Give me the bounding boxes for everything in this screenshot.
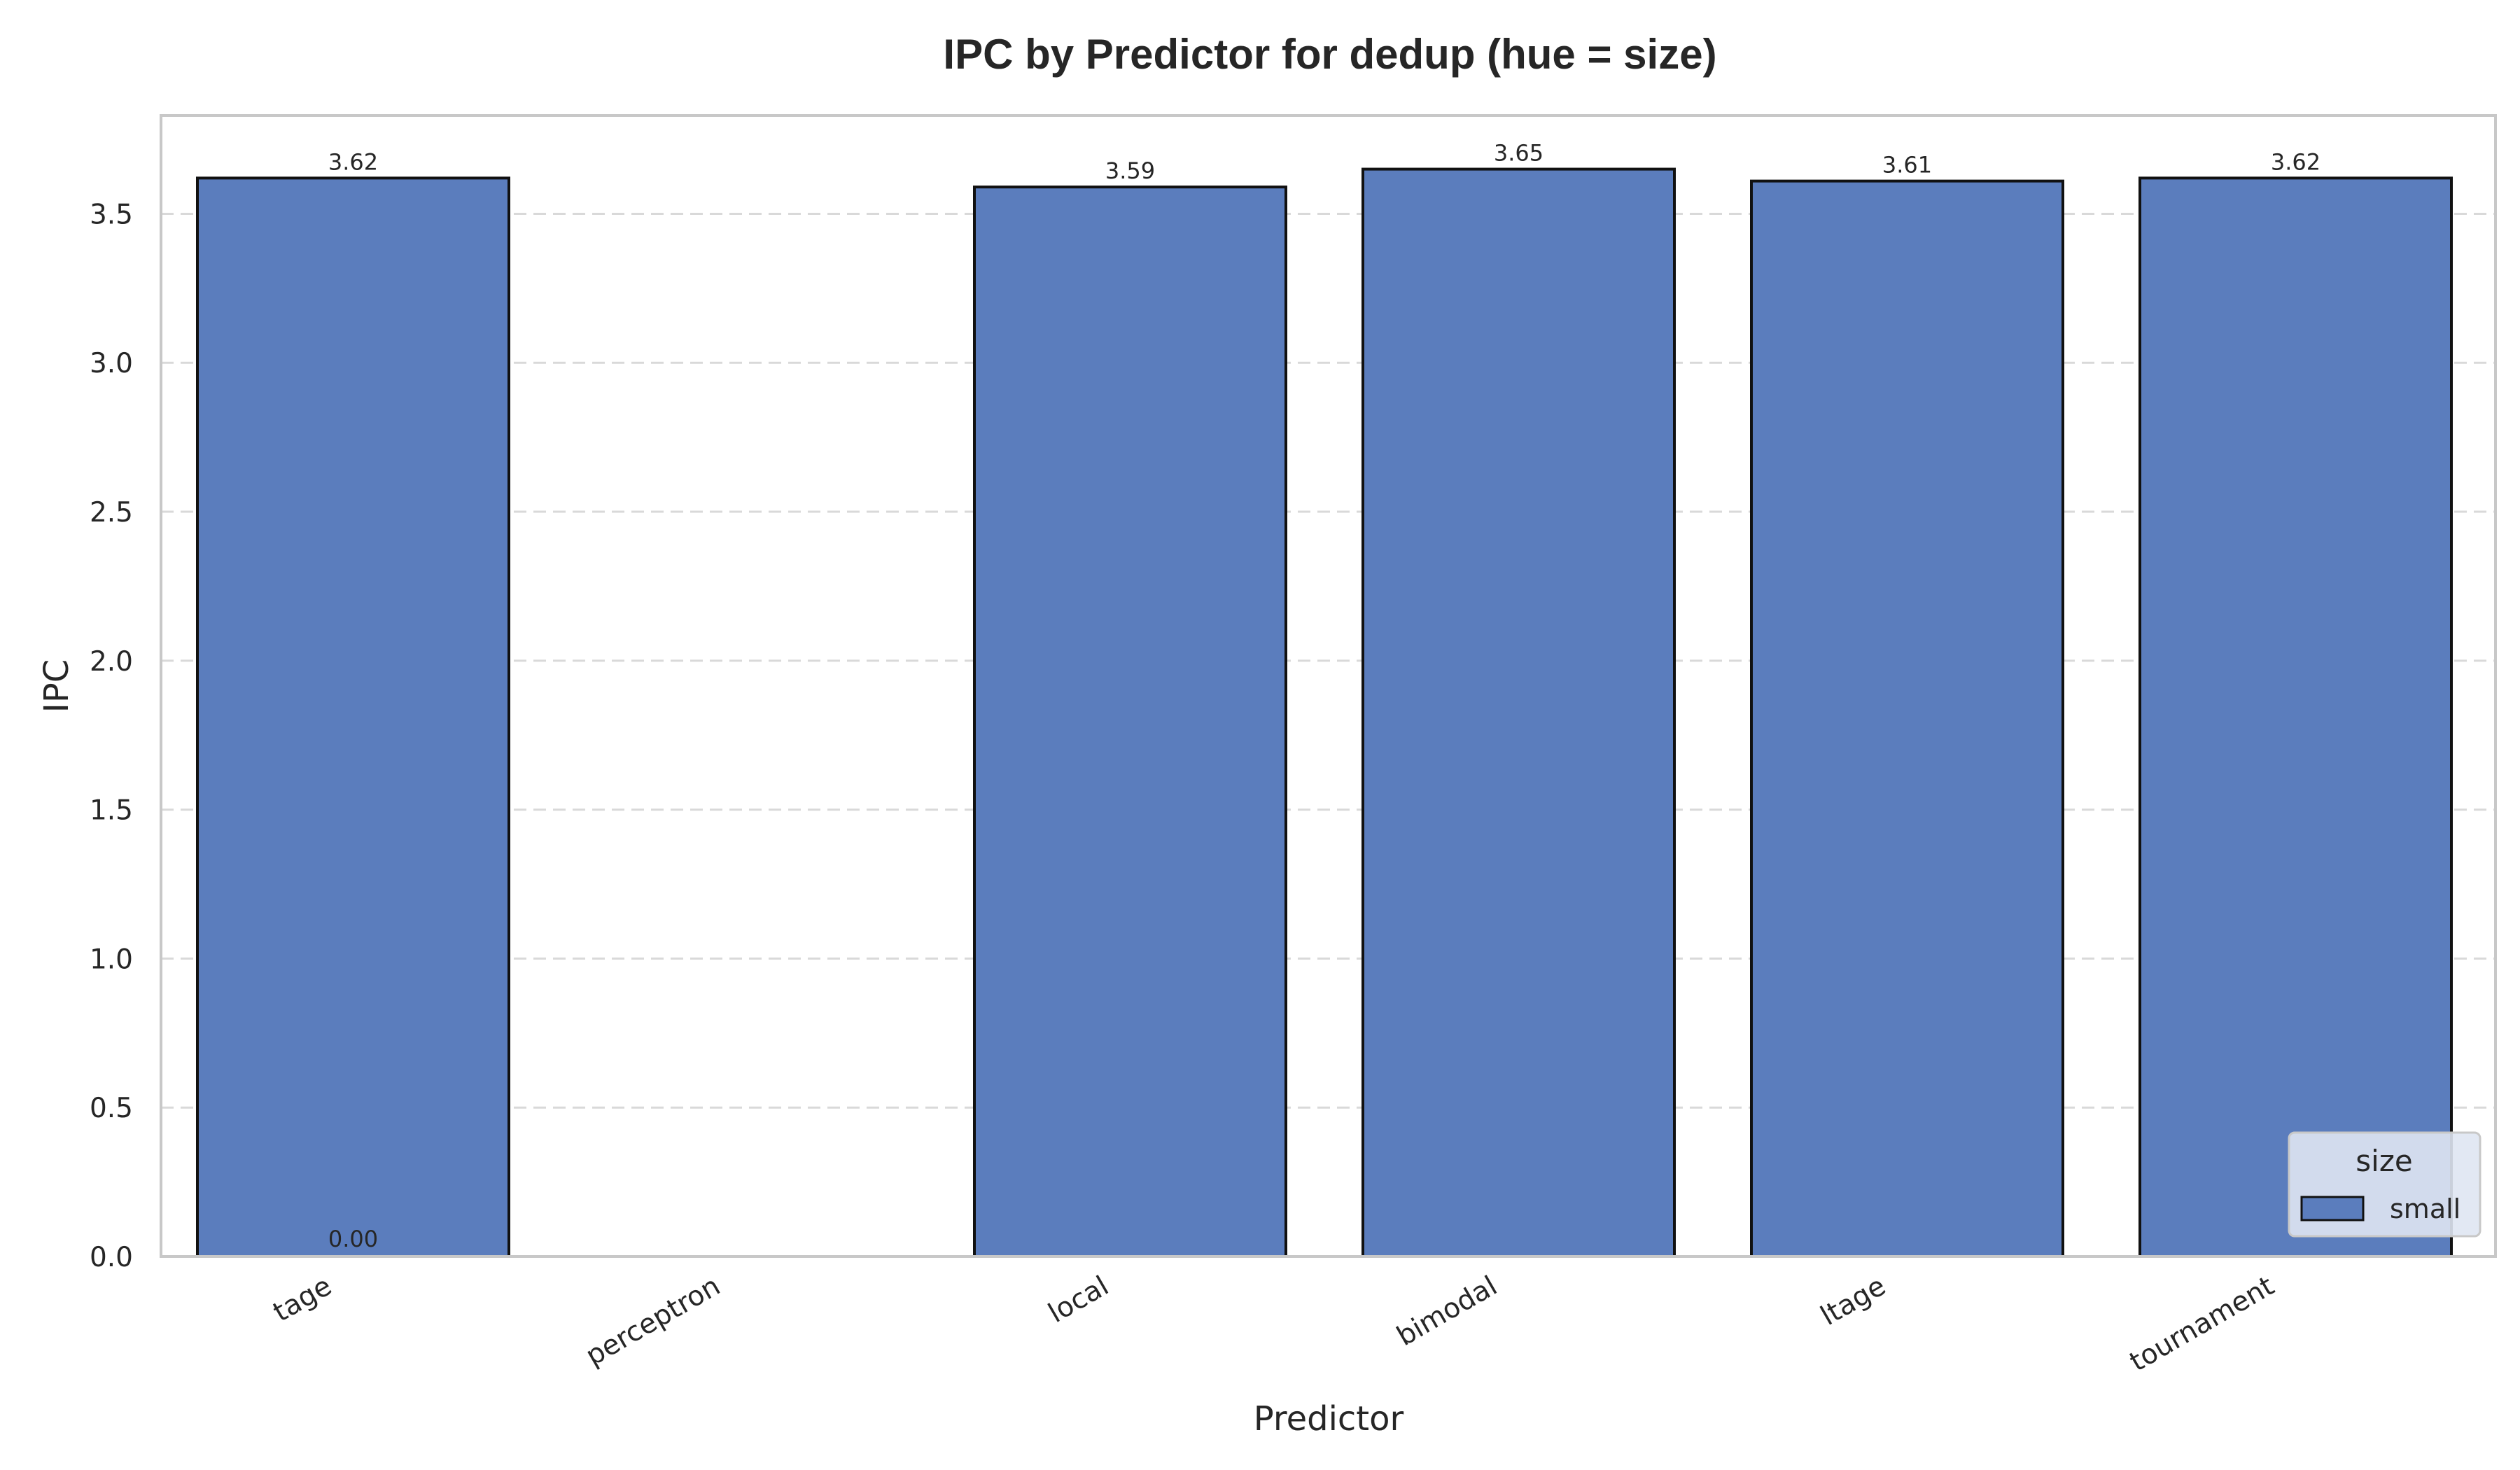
- data-label-tournament: 3.62: [2271, 148, 2320, 175]
- chart-title: IPC by Predictor for dedup (hue = size): [943, 31, 1716, 78]
- x-tick-label-ltage: ltage: [1815, 1270, 1891, 1332]
- data-label-tage: 3.62: [328, 148, 378, 175]
- x-axis-label: Predictor: [1254, 1399, 1404, 1438]
- x-tick-label-bimodal: bimodal: [1392, 1270, 1502, 1352]
- x-tick-label-tournament: tournament: [2124, 1270, 2280, 1378]
- y-tick-label-1-0: 1.0: [90, 944, 133, 975]
- y-ticks: 0.0 0.5 1.0 1.5 2.0 2.5 3.0 3.5: [90, 199, 133, 1273]
- y-tick-label-2-0: 2.0: [90, 646, 133, 678]
- y-tick-label-0-0: 0.0: [90, 1242, 133, 1273]
- bar-ltage: [1750, 179, 2064, 1258]
- plot-frame: [160, 114, 2497, 1258]
- data-label-local: 3.59: [1105, 158, 1155, 184]
- legend: size small: [2288, 1131, 2482, 1238]
- y-tick-label-3-0: 3.0: [90, 348, 133, 379]
- x-tick-label-local: local: [1043, 1270, 1114, 1329]
- y-tick-label-0-5: 0.5: [90, 1093, 133, 1124]
- data-labels: 3.62 3.59 3.65 3.61 3.62 0.00: [328, 140, 2320, 1252]
- bar-bimodal: [1362, 167, 1676, 1259]
- y-tick-label-1-5: 1.5: [90, 795, 133, 827]
- y-axis-label: IPC: [37, 659, 76, 713]
- bar-local: [973, 186, 1287, 1258]
- x-tick-label-tage: tage: [268, 1270, 337, 1329]
- legend-swatch-small: [2300, 1196, 2365, 1222]
- x-tick-label-perceptron: perceptron: [580, 1270, 725, 1373]
- x-ticks: tage perceptron local bimodal ltage tournamen…: [268, 1270, 2280, 1378]
- data-label-ltage: 3.61: [1882, 152, 1932, 178]
- y-tick-label-3-5: 3.5: [90, 199, 133, 230]
- y-tick-label-2-5: 2.5: [90, 497, 133, 528]
- grid-lines: [161, 212, 2496, 1109]
- legend-title: size: [2356, 1144, 2412, 1178]
- legend-entry-small: small: [2390, 1194, 2460, 1224]
- bar-tage: [196, 176, 510, 1258]
- data-label-tage-zero: 0.00: [328, 1226, 378, 1252]
- data-label-bimodal: 3.65: [1494, 140, 1544, 167]
- bars: [196, 167, 2453, 1259]
- bar-tournament: [2138, 176, 2453, 1258]
